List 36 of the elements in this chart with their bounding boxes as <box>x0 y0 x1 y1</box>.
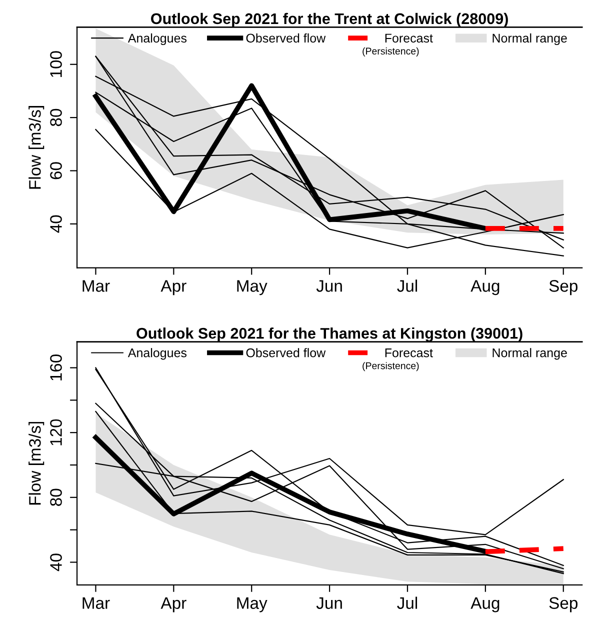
y-tick-label: 60 <box>50 162 62 180</box>
y-tick-label: 80 <box>50 108 62 126</box>
x-tick-label: Mar <box>82 280 110 292</box>
x-tick-label: Jun <box>316 280 342 292</box>
x-tick-label: Aug <box>470 280 500 296</box>
x-tick-label: Mar <box>82 597 110 609</box>
x-tick-label: Apr <box>160 280 186 296</box>
legend-label: Observed flow <box>246 348 326 358</box>
y-axis-title: Flow [m3/s] <box>28 106 44 189</box>
legend-label: Normal range <box>492 348 567 360</box>
x-tick-label: Jul <box>397 596 418 609</box>
x-tick-label: Sep <box>549 597 578 612</box>
annotation: (Persistence) <box>362 47 419 56</box>
y-tick-label: 160 <box>50 354 62 380</box>
x-tick-label: Apr <box>160 597 186 612</box>
x-tick-label: Jul <box>397 280 418 292</box>
legend-label: Normal range <box>492 33 567 46</box>
x-tick-label: May <box>237 597 268 612</box>
y-tick-label: 120 <box>50 419 62 446</box>
y-axis-title: Flow [m3/s] <box>28 422 44 505</box>
x-tick-label: Sep <box>549 280 578 296</box>
y-tick-label: 40 <box>50 554 62 572</box>
chart-title: Outlook Sep 2021 for the Thames at Kingston (39001) <box>136 328 522 342</box>
legend-label: Forecast <box>385 348 433 358</box>
y-tick-label: 40 <box>50 215 62 233</box>
chart-title: Outlook Sep 2021 for the Trent at Colwick (28009) <box>151 12 508 28</box>
legend-label: Analogues <box>128 348 187 360</box>
legend-label: Forecast <box>385 34 433 43</box>
x-tick-label: May <box>237 280 268 296</box>
legend-label: Analogues <box>128 33 187 46</box>
y-tick-label: 80 <box>50 488 62 506</box>
legend-label: Observed flow <box>246 33 326 43</box>
annotation: (Persistence) <box>362 362 419 372</box>
y-tick-label: 100 <box>50 51 62 78</box>
x-tick-label: Jun <box>316 597 342 609</box>
x-tick-label: Aug <box>470 597 500 612</box>
